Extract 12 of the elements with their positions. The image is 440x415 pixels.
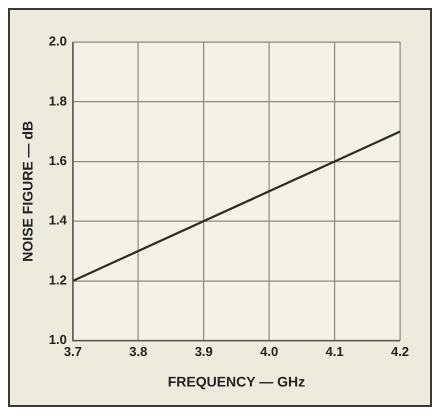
- y-tick-label: 1.2: [48, 272, 67, 288]
- x-tick-label: 3.8: [129, 344, 148, 359]
- x-tick-label: 4.0: [260, 344, 278, 359]
- x-tick-label: 4.2: [390, 344, 410, 359]
- x-axis-title: FREQUENCY — GHz: [168, 373, 306, 390]
- y-tick-label: 2.0: [48, 34, 67, 49]
- y-axis-title: NOISE FIGURE — dB: [19, 120, 36, 262]
- x-tick-label: 4.1: [326, 344, 344, 359]
- y-tick-label: 1.8: [48, 93, 67, 108]
- y-tick-label: 1.6: [48, 153, 67, 168]
- y-tick-label: 1.4: [48, 212, 68, 228]
- x-tick-label: 3.9: [194, 344, 213, 359]
